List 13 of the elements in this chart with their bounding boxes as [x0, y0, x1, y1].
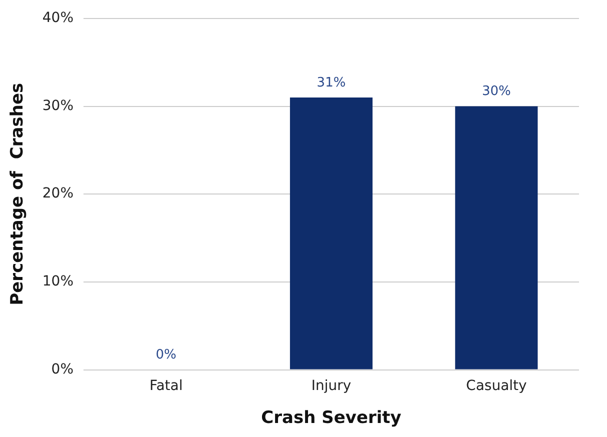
y-tick-label: 20%: [42, 186, 74, 202]
y-tick-label: 0%: [51, 361, 74, 378]
x-tick-label: Casualty: [466, 378, 527, 394]
data-label: 30%: [482, 84, 511, 100]
y-axis-title: Percentage of Crashes: [8, 82, 28, 306]
data-label: 0%: [156, 348, 176, 363]
y-tick-label: 40%: [42, 10, 74, 26]
y-tick-label: 30%: [42, 98, 74, 114]
x-tick-label: Injury: [311, 378, 352, 394]
x-axis-title: Crash Severity: [261, 408, 402, 428]
data-label: 31%: [316, 75, 346, 90]
x-tick-label: Fatal: [149, 378, 183, 394]
y-tick-label: 10%: [42, 274, 74, 290]
